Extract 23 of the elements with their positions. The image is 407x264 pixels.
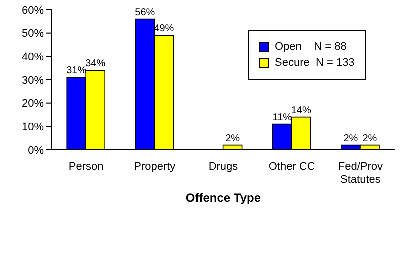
y-tick-label: 10% [22,122,44,134]
data-label: 2% [226,133,240,144]
data-label: 14% [291,105,312,116]
x-tick-label: Other CC [268,161,316,173]
data-label: 11% [272,112,292,124]
y-tick-label: 30% [22,74,44,87]
x-tick-label: Property [134,161,176,173]
y-tick-label: 50% [22,28,44,40]
x-axis-title: Offence Type [186,191,262,205]
data-label: 2% [344,133,358,144]
legend-label: Secure N = 133 [275,57,355,69]
x-tick-label: Drugs [208,161,239,173]
data-label: 31% [66,66,87,77]
data-label: 56% [135,7,156,18]
x-tick-label: Person [68,161,104,173]
y-tick-label: 60% [22,4,44,17]
y-tick-label: 20% [22,98,44,110]
y-tick-label: 0% [28,144,44,157]
x-tick-label: Fed/Prov Statutes [338,161,384,186]
data-label: 2% [362,133,378,144]
legend-label: Open N = 88 [275,41,347,53]
y-tick-label: 40% [22,52,44,64]
data-label: 34% [86,58,106,70]
